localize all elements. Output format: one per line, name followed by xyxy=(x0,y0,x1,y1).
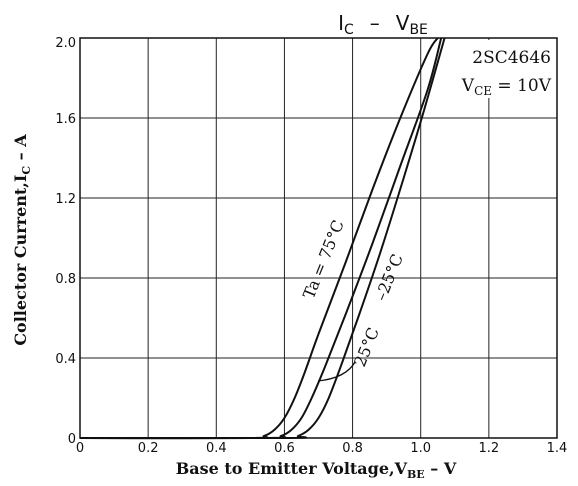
x-tick-label: 1.4 xyxy=(547,441,568,456)
curve-25 xyxy=(79,37,443,440)
series-curves xyxy=(79,37,446,440)
x-tick-label: 0.2 xyxy=(138,441,159,456)
y-tick-label: 2.0 xyxy=(55,36,76,51)
label-ta-75: Ta = 75°C xyxy=(299,217,348,301)
condition-label: VCE = 10V xyxy=(461,76,552,98)
y-axis-label: Collector Current,IC – A xyxy=(11,134,33,346)
x-axis-label: Base to Emitter Voltage,VBE – V xyxy=(176,459,457,481)
tick-labels: 0 0.2 0.4 0.6 0.8 1.0 1.2 1.4 0 0.4 0.8 1.2 1.6 2.0 xyxy=(55,36,567,456)
y-tick-label: 0 xyxy=(68,432,76,447)
x-tick-label: 1.2 xyxy=(479,441,500,456)
x-tick-label: 0.4 xyxy=(206,441,227,456)
y-tick-label: 1.2 xyxy=(55,192,76,207)
chart-title: IC – VBE xyxy=(338,11,428,38)
label-minus-25: –25°C xyxy=(371,251,407,303)
label-25-leader xyxy=(317,361,356,382)
legend-box xyxy=(452,40,554,98)
curve-minus-25 xyxy=(79,37,446,440)
x-tick-label: 0 xyxy=(76,441,84,456)
plot-frame xyxy=(79,37,558,439)
y-tick-label: 0.4 xyxy=(55,352,76,367)
device-label: 2SC4646 xyxy=(472,48,551,68)
x-tick-label: 0.6 xyxy=(274,441,295,456)
y-tick-label: 0.8 xyxy=(55,272,76,287)
x-tick-label: 0.8 xyxy=(342,441,363,456)
x-tick-label: 1.0 xyxy=(410,441,431,456)
y-tick-label: 1.6 xyxy=(55,112,76,127)
